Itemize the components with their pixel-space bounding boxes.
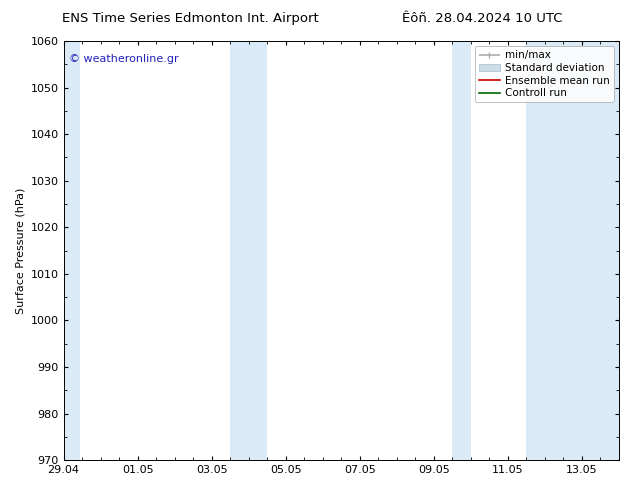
Text: © weatheronline.gr: © weatheronline.gr (69, 53, 179, 64)
Bar (249, 41, 267, 460)
Legend: min/max, Standard deviation, Ensemble mean run, Controll run: min/max, Standard deviation, Ensemble me… (475, 46, 614, 102)
Bar (453, 41, 471, 460)
Bar (230, 41, 249, 460)
Text: ENS Time Series Edmonton Int. Airport: ENS Time Series Edmonton Int. Airport (62, 12, 318, 25)
Text: Êôñ. 28.04.2024 10 UTC: Êôñ. 28.04.2024 10 UTC (401, 12, 562, 25)
Y-axis label: Surface Pressure (hPa): Surface Pressure (hPa) (15, 187, 25, 314)
Bar (526, 41, 545, 460)
Bar (545, 41, 619, 460)
Bar (63, 41, 81, 460)
